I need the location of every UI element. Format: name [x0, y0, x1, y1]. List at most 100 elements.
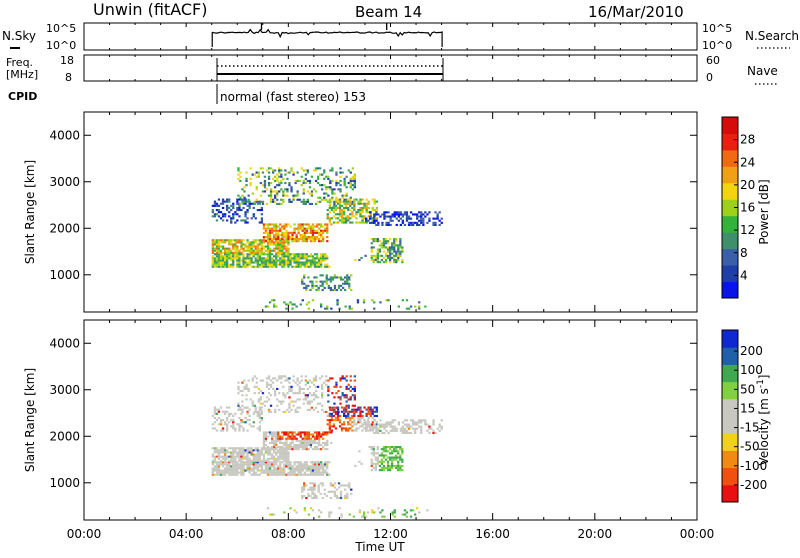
scatter-cell [403, 513, 407, 516]
scatter-cell [380, 454, 384, 457]
scatter-cell [359, 421, 362, 424]
scatter-cell [299, 257, 302, 260]
scatter-cell [232, 255, 235, 258]
scatter-cell [397, 211, 400, 214]
scatter-cell [302, 398, 305, 401]
scatter-cell [258, 417, 261, 420]
scatter-cell [305, 497, 308, 500]
scatter-cell [311, 490, 314, 493]
scatter-cell [401, 469, 404, 472]
scatter-cell [332, 410, 336, 413]
scatter-cell [335, 276, 339, 279]
scatter-cell [256, 209, 259, 212]
scatter-cell [399, 254, 402, 257]
scatter-cell [273, 259, 276, 262]
scatter-cell [219, 419, 223, 422]
scatter-cell [389, 448, 392, 451]
scatter-cell [286, 377, 289, 380]
scatter-cell [234, 457, 237, 460]
scatter-cell [242, 467, 245, 470]
scatter-cell [232, 457, 235, 460]
scatter-cell [217, 473, 221, 476]
scatter-cell [318, 441, 321, 444]
scatter-cell [283, 441, 286, 444]
scatter-cell [391, 452, 394, 455]
scatter-cell [259, 167, 262, 170]
scatter-cell [434, 221, 437, 224]
scatter-cell [277, 247, 280, 250]
scatter-cell [327, 400, 330, 403]
scatter-cell [301, 233, 304, 236]
scatter-cell [399, 429, 402, 432]
scatter-cell [359, 414, 362, 417]
scatter-cell [253, 392, 256, 395]
scatter-cell [409, 509, 413, 512]
scatter-cell [323, 198, 326, 201]
scatter-cell [251, 192, 254, 195]
scatter-cell [252, 249, 255, 252]
scatter-cell [399, 456, 402, 459]
scatter-cell [266, 463, 270, 466]
scatter-cell [403, 427, 407, 430]
scatter-cell [275, 243, 278, 246]
scatter-cell [260, 461, 263, 464]
scatter-cell [230, 471, 233, 474]
scatter-cell [292, 404, 295, 407]
scatter-cell [376, 250, 379, 253]
scatter-cell [257, 398, 260, 401]
scatter-cell [338, 204, 342, 207]
scatter-cell [275, 433, 278, 436]
scatter-cell [228, 412, 231, 415]
scatter-cell [371, 408, 374, 411]
scatter-cell [221, 239, 225, 242]
scatter-cell [357, 414, 360, 417]
scatter-cell [311, 231, 315, 234]
scatter-cell [340, 217, 344, 220]
scatter-cell [239, 390, 242, 393]
scatter-cell [277, 469, 280, 472]
scatter-cell [329, 377, 332, 380]
scatter-cell [258, 209, 261, 212]
scatter-cell [254, 457, 257, 460]
scatter-cell [395, 458, 398, 461]
scatter-cell [440, 427, 443, 430]
scatter-cell [338, 215, 342, 218]
scatter-cell [313, 257, 317, 260]
scatter-cell [380, 448, 384, 451]
scatter-cell [273, 451, 276, 454]
scatter-cell [399, 217, 402, 220]
scatter-cell [328, 513, 331, 516]
scatter-cell [326, 433, 329, 436]
scatter-cell [277, 437, 280, 440]
scatter-cell [307, 276, 310, 279]
scatter-cell [297, 469, 300, 472]
scatter-cell [393, 425, 396, 428]
scatter-cell [385, 215, 388, 218]
scatter-cell [250, 259, 253, 262]
scatter-cell [316, 410, 320, 413]
scatter-cell [303, 240, 306, 243]
scatter-cell [280, 173, 283, 176]
scatter-cell [376, 458, 379, 461]
scatter-cell [320, 473, 323, 476]
scatter-cell [313, 471, 317, 474]
scatter-cell [305, 257, 308, 260]
scatter-cell [420, 211, 423, 214]
scatter-cell [246, 247, 249, 250]
scatter-cell [307, 261, 310, 264]
scatter-cell [258, 469, 261, 472]
scatter-cell [288, 406, 291, 409]
scatter-cell [385, 299, 388, 302]
scatter-cell [353, 182, 356, 185]
scatter-cell [302, 182, 305, 185]
scatter-cell [289, 437, 292, 440]
scatter-cell [277, 233, 280, 236]
scatter-cell [237, 402, 240, 405]
station-title: Unwin (fitACF) [93, 0, 207, 19]
scatter-cell [264, 236, 268, 239]
scatter-cell [401, 425, 404, 428]
scatter-cell [224, 253, 227, 256]
scatter-cell [322, 238, 325, 241]
scatter-cell [338, 219, 342, 222]
